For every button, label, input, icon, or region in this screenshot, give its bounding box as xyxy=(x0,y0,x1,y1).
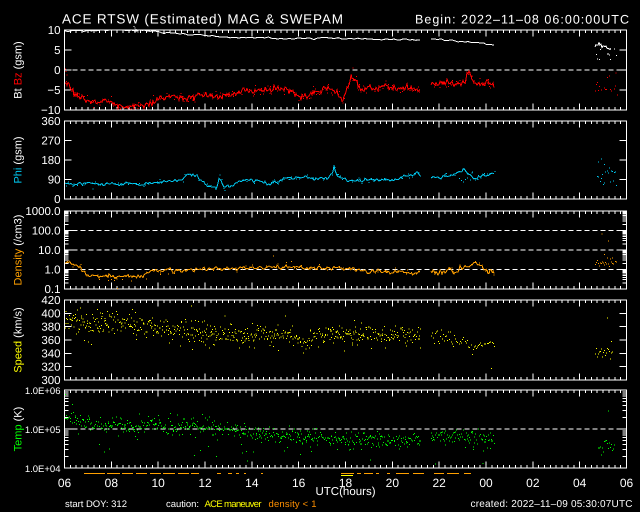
svg-text:22: 22 xyxy=(432,476,446,490)
svg-text:5: 5 xyxy=(54,45,60,57)
svg-text:320: 320 xyxy=(41,362,60,374)
svg-text:density < 1: density < 1 xyxy=(268,499,316,510)
svg-text:06: 06 xyxy=(58,476,72,490)
svg-text:created: 2022–11–09 05:30:07UT: created: 2022–11–09 05:30:07UTC xyxy=(470,499,632,510)
svg-text:Speed (km/s): Speed (km/s) xyxy=(13,307,25,372)
svg-text:300: 300 xyxy=(41,375,60,387)
svg-text:380: 380 xyxy=(41,322,60,334)
svg-text:UTC(hours): UTC(hours) xyxy=(315,486,375,498)
svg-text:1.0: 1.0 xyxy=(44,264,60,276)
svg-text:400: 400 xyxy=(41,308,60,320)
svg-text:caution:: caution: xyxy=(166,499,199,510)
svg-text:Bt Bz (gsm): Bt Bz (gsm) xyxy=(13,41,25,98)
svg-text:420: 420 xyxy=(41,295,60,307)
svg-text:−10: −10 xyxy=(41,105,61,117)
svg-text:ACE RTSW (Estimated) MAG & SWE: ACE RTSW (Estimated) MAG & SWEPAM xyxy=(62,12,343,27)
svg-text:270: 270 xyxy=(41,135,60,147)
svg-text:Temp (K): Temp (K) xyxy=(13,407,25,452)
svg-text:0: 0 xyxy=(54,194,60,206)
svg-text:18: 18 xyxy=(339,476,353,490)
svg-text:10.0: 10.0 xyxy=(38,245,60,257)
svg-text:180: 180 xyxy=(41,155,60,167)
svg-text:12: 12 xyxy=(198,476,212,490)
svg-text:10: 10 xyxy=(151,476,165,490)
svg-text:360: 360 xyxy=(41,335,60,347)
svg-text:1000.0: 1000.0 xyxy=(25,206,60,218)
svg-text:10: 10 xyxy=(48,25,61,37)
svg-text:1.0E+05: 1.0E+05 xyxy=(25,425,61,436)
svg-text:14: 14 xyxy=(245,476,259,490)
svg-text:100.0: 100.0 xyxy=(32,225,61,237)
svg-text:Begin: 2022–11–08 06:00:00UTC: Begin: 2022–11–08 06:00:00UTC xyxy=(415,13,629,27)
svg-text:1.0E+04: 1.0E+04 xyxy=(25,464,61,475)
svg-text:00: 00 xyxy=(479,476,493,490)
svg-text:04: 04 xyxy=(573,476,587,490)
svg-text:16: 16 xyxy=(292,476,306,490)
svg-text:ACE maneuver: ACE maneuver xyxy=(204,499,261,510)
svg-text:0.1: 0.1 xyxy=(44,284,60,296)
svg-text:08: 08 xyxy=(105,476,119,490)
svg-text:Phi (gsm): Phi (gsm) xyxy=(13,136,25,183)
svg-text:−5: −5 xyxy=(47,85,60,97)
svg-text:02: 02 xyxy=(526,476,540,490)
svg-text:1.0E+06: 1.0E+06 xyxy=(25,386,61,397)
svg-text:Density (/cm3): Density (/cm3) xyxy=(13,215,25,286)
svg-text:360: 360 xyxy=(41,116,60,128)
svg-text:0: 0 xyxy=(54,65,60,77)
svg-text:06: 06 xyxy=(620,476,634,490)
svg-text:start DOY: 312: start DOY: 312 xyxy=(65,499,127,510)
svg-text:340: 340 xyxy=(41,348,60,360)
svg-text:90: 90 xyxy=(48,174,61,186)
svg-text:20: 20 xyxy=(386,476,400,490)
